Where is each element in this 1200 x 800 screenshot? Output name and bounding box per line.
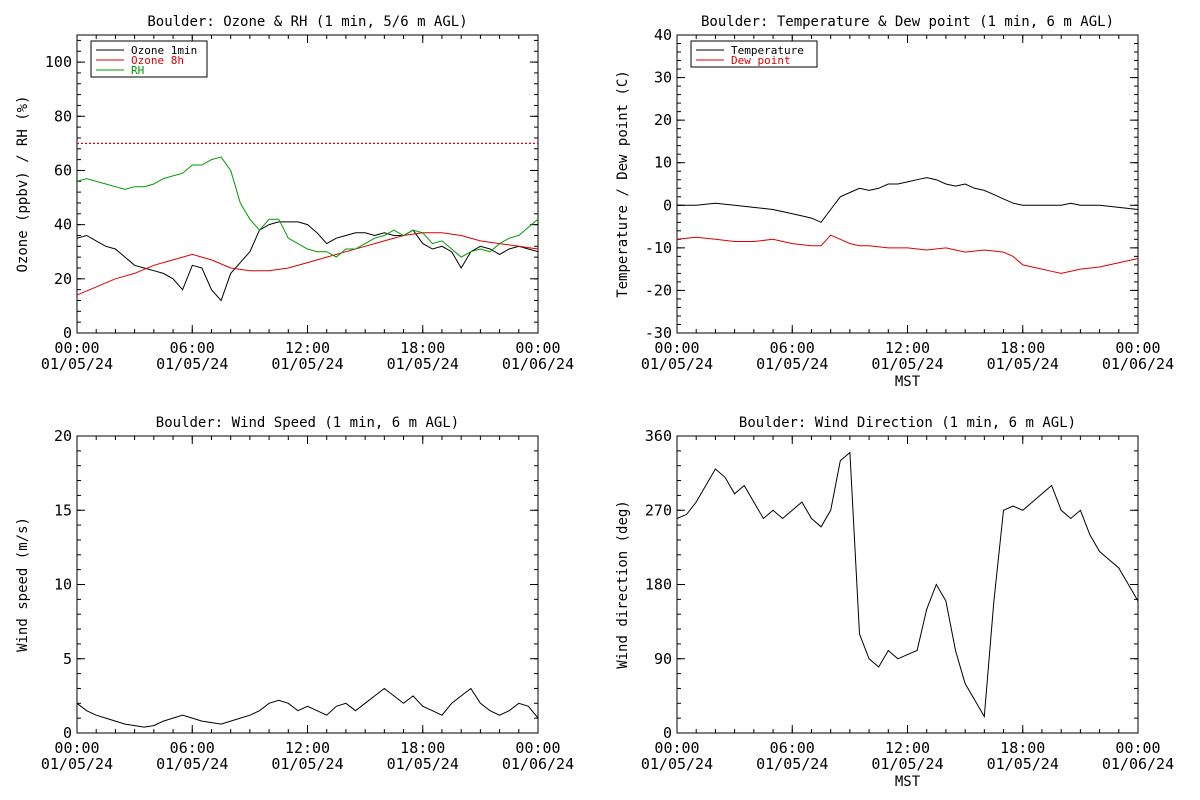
y-tick-label: 180 bbox=[645, 576, 672, 594]
y-tick-label: 10 bbox=[654, 154, 672, 172]
series-line-dew-point bbox=[676, 234, 1139, 274]
y-tick-label: 5 bbox=[63, 650, 72, 668]
x-tick-label: 06:00 01/05/24 bbox=[756, 739, 828, 773]
x-tick-label: 12:00 01/05/24 bbox=[271, 339, 343, 373]
legend-entry: RH bbox=[131, 64, 144, 77]
x-tick-label: 18:00 01/05/24 bbox=[987, 739, 1059, 773]
y-tick-label: 20 bbox=[54, 427, 72, 445]
chart-panel-3: Boulder: Wind Speed (1 min, 6 m AGL) 0 5 10… bbox=[15, 415, 574, 773]
chart-title: Boulder: Ozone & RH (1 min, 5/6 m AGL) bbox=[147, 14, 467, 30]
legend-box bbox=[90, 40, 208, 78]
y-tick-label: 0 bbox=[63, 324, 72, 342]
plot-frame bbox=[76, 34, 539, 334]
y-axis-label: Temperature / Dew point (C) bbox=[615, 70, 631, 298]
x-tick-label: 18:00 01/05/24 bbox=[387, 339, 459, 373]
plot-frame bbox=[676, 34, 1139, 334]
y-tick-label: 0 bbox=[663, 724, 672, 742]
y-tick-label: 20 bbox=[54, 270, 72, 288]
x-axis-label: MST bbox=[895, 374, 921, 390]
legend-entry: Dew point bbox=[731, 54, 791, 67]
x-tick-label: 06:00 01/05/24 bbox=[756, 339, 828, 373]
x-tick-label: 00:00 01/06/24 bbox=[502, 339, 574, 373]
chart-title: Boulder: Temperature & Dew point (1 min,… bbox=[701, 14, 1114, 30]
y-tick-label: -30 bbox=[645, 324, 672, 342]
x-tick-label: 12:00 01/05/24 bbox=[871, 739, 943, 773]
y-tick-label: 30 bbox=[654, 69, 672, 87]
series-line-rh bbox=[76, 156, 539, 258]
legend-box bbox=[690, 40, 818, 68]
y-tick-label: 270 bbox=[645, 501, 672, 519]
series-line-series bbox=[676, 451, 1139, 719]
x-tick-label: 00:00 01/05/24 bbox=[641, 739, 713, 773]
x-tick-label: 00:00 01/06/24 bbox=[1102, 739, 1174, 773]
x-axis-label: MST bbox=[895, 774, 921, 790]
chart-title: Boulder: Wind Direction (1 min, 6 m AGL) bbox=[739, 415, 1076, 431]
x-tick-label: 18:00 01/05/24 bbox=[387, 739, 459, 773]
y-axis-label: Wind speed (m/s) bbox=[15, 517, 31, 652]
y-tick-label: -20 bbox=[645, 281, 672, 299]
chart-panel-1: Boulder: Ozone & RH (1 min, 5/6 m AGL) 0 2… bbox=[15, 14, 574, 373]
x-tick-label: 18:00 01/05/24 bbox=[987, 339, 1059, 373]
y-tick-label: 40 bbox=[54, 216, 72, 234]
y-tick-label: -10 bbox=[645, 239, 672, 257]
legend-entry: Temperature bbox=[731, 44, 804, 57]
legend-entry: Ozone 8h bbox=[131, 54, 184, 67]
y-tick-label: 15 bbox=[54, 501, 72, 519]
y-tick-label: 360 bbox=[645, 427, 672, 445]
plot-frame bbox=[76, 435, 539, 734]
y-tick-label: 40 bbox=[654, 26, 672, 44]
x-tick-label: 12:00 01/05/24 bbox=[871, 339, 943, 373]
x-tick-label: 00:00 01/05/24 bbox=[41, 339, 113, 373]
y-tick-label: 60 bbox=[54, 161, 72, 179]
legend-entry: Ozone 1min bbox=[131, 44, 197, 57]
y-tick-label: 90 bbox=[654, 650, 672, 668]
y-axis-label: Ozone (ppbv) / RH (%) bbox=[15, 95, 31, 272]
x-tick-label: 00:00 01/05/24 bbox=[41, 739, 113, 773]
plot-frame bbox=[676, 435, 1139, 734]
series-line-ozone-1min bbox=[76, 221, 539, 302]
y-tick-label: 0 bbox=[63, 724, 72, 742]
y-tick-label: 10 bbox=[54, 576, 72, 594]
y-tick-label: 80 bbox=[54, 107, 72, 125]
x-tick-label: 00:00 01/05/24 bbox=[641, 339, 713, 373]
y-axis-label: Wind direction (deg) bbox=[615, 500, 631, 669]
chart-title: Boulder: Wind Speed (1 min, 6 m AGL) bbox=[156, 415, 459, 431]
chart-panel-4: Boulder: Wind Direction (1 min, 6 m AGL)… bbox=[615, 415, 1174, 790]
series-line-temperature bbox=[677, 177, 1139, 223]
x-tick-label: 06:00 01/05/24 bbox=[156, 339, 228, 373]
x-tick-label: 06:00 01/05/24 bbox=[156, 739, 228, 773]
y-tick-label: 20 bbox=[654, 111, 672, 129]
x-tick-label: 12:00 01/05/24 bbox=[271, 739, 343, 773]
y-tick-label: 0 bbox=[663, 196, 672, 214]
x-tick-label: 00:00 01/06/24 bbox=[1102, 339, 1174, 373]
chart-panel-2: Boulder: Temperature & Dew point (1 min,… bbox=[615, 14, 1174, 390]
y-tick-label: 100 bbox=[45, 53, 72, 71]
series-line-ozone-8h bbox=[76, 232, 539, 296]
series-line-series bbox=[76, 687, 539, 728]
x-tick-label: 00:00 01/06/24 bbox=[502, 739, 574, 773]
